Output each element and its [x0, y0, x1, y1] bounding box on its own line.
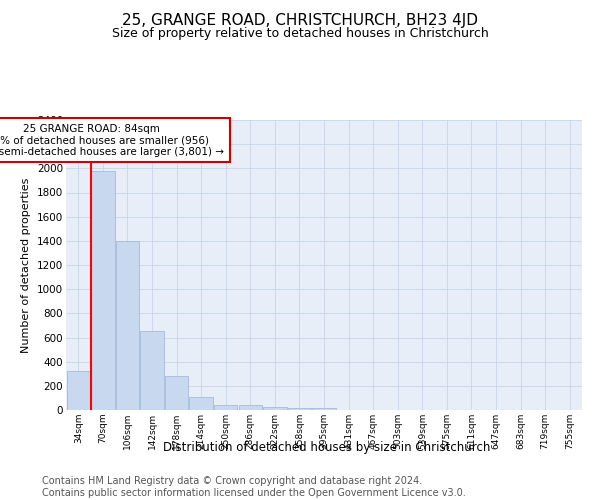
Bar — [165, 376, 188, 410]
Bar — [116, 241, 139, 410]
Text: 25 GRANGE ROAD: 84sqm
← 20% of detached houses are smaller (956)
79% of semi-det: 25 GRANGE ROAD: 84sqm ← 20% of detached … — [0, 124, 224, 157]
Bar — [288, 408, 311, 410]
Bar — [190, 398, 213, 410]
Bar — [67, 372, 90, 410]
Bar — [239, 406, 262, 410]
Bar — [91, 171, 115, 410]
Bar — [263, 406, 287, 410]
Text: Contains HM Land Registry data © Crown copyright and database right 2024.
Contai: Contains HM Land Registry data © Crown c… — [42, 476, 466, 498]
Text: Distribution of detached houses by size in Christchurch: Distribution of detached houses by size … — [163, 441, 491, 454]
Text: Size of property relative to detached houses in Christchurch: Size of property relative to detached ho… — [112, 28, 488, 40]
Bar — [140, 332, 164, 410]
Text: 25, GRANGE ROAD, CHRISTCHURCH, BH23 4JD: 25, GRANGE ROAD, CHRISTCHURCH, BH23 4JD — [122, 12, 478, 28]
Bar — [214, 404, 238, 410]
Bar — [313, 408, 335, 410]
Y-axis label: Number of detached properties: Number of detached properties — [22, 178, 31, 352]
